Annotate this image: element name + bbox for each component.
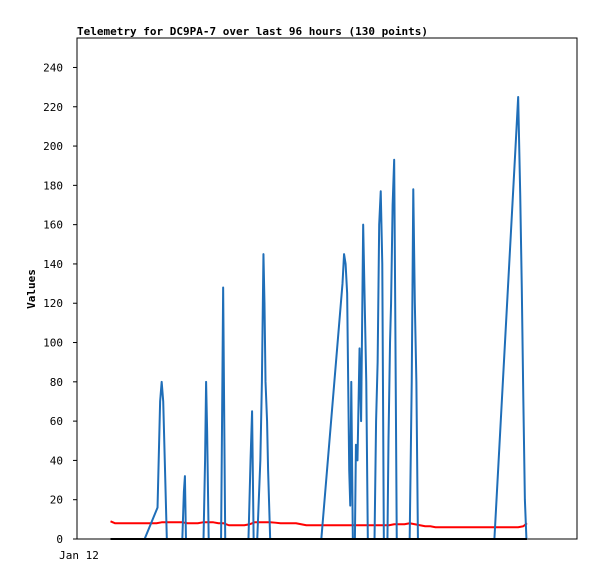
y-tick-label: 20 bbox=[50, 494, 63, 507]
x-tick-label: Jan 12 bbox=[59, 549, 99, 562]
plot-area bbox=[76, 37, 578, 540]
y-tick-label: 180 bbox=[43, 179, 63, 192]
y-tick-label: 40 bbox=[50, 454, 63, 467]
y-tick-label: 0 bbox=[56, 533, 63, 546]
y-tick-label: 100 bbox=[43, 337, 63, 350]
series-line-1 bbox=[110, 520, 528, 529]
chart-title: Telemetry for DC9PA-7 over last 96 hours… bbox=[77, 25, 428, 38]
series-group bbox=[110, 95, 528, 540]
y-tick-label: 80 bbox=[50, 376, 63, 389]
x-axis-ticks: Jan 12 bbox=[59, 549, 99, 562]
y-tick-label: 220 bbox=[43, 101, 63, 114]
y-axis-ticks: 0 20 40 60 80 100 120 140 160 180 200 220 240 bbox=[43, 61, 77, 546]
y-tick-label: 120 bbox=[43, 297, 63, 310]
y-tick-label: 240 bbox=[43, 61, 63, 74]
y-tick-label: 60 bbox=[50, 415, 63, 428]
y-tick-label: 200 bbox=[43, 140, 63, 153]
y-tick-label: 140 bbox=[43, 258, 63, 271]
y-axis-label: Values bbox=[25, 269, 38, 309]
y-tick-label: 160 bbox=[43, 219, 63, 232]
